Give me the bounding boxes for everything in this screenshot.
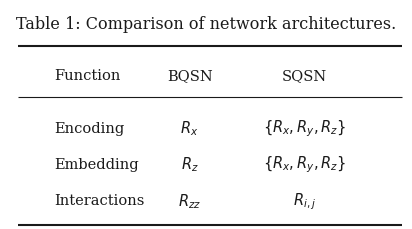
Text: Interactions: Interactions — [54, 194, 145, 207]
Text: Embedding: Embedding — [54, 157, 139, 171]
Text: Encoding: Encoding — [54, 121, 125, 135]
Text: $R_{i,j}$: $R_{i,j}$ — [293, 190, 316, 211]
Text: SQSN: SQSN — [281, 69, 327, 83]
Text: Table 1: Comparison of network architectures.: Table 1: Comparison of network architect… — [16, 16, 396, 33]
Text: BQSN: BQSN — [167, 69, 213, 83]
Text: $R_x$: $R_x$ — [180, 119, 199, 137]
Text: Function: Function — [54, 69, 121, 83]
Text: $\{R_x, R_y, R_z\}$: $\{R_x, R_y, R_z\}$ — [262, 118, 346, 138]
Text: $R_{zz}$: $R_{zz}$ — [178, 191, 201, 210]
Text: $R_z$: $R_z$ — [181, 155, 199, 174]
Text: $\{R_x, R_y, R_z\}$: $\{R_x, R_y, R_z\}$ — [262, 154, 346, 174]
